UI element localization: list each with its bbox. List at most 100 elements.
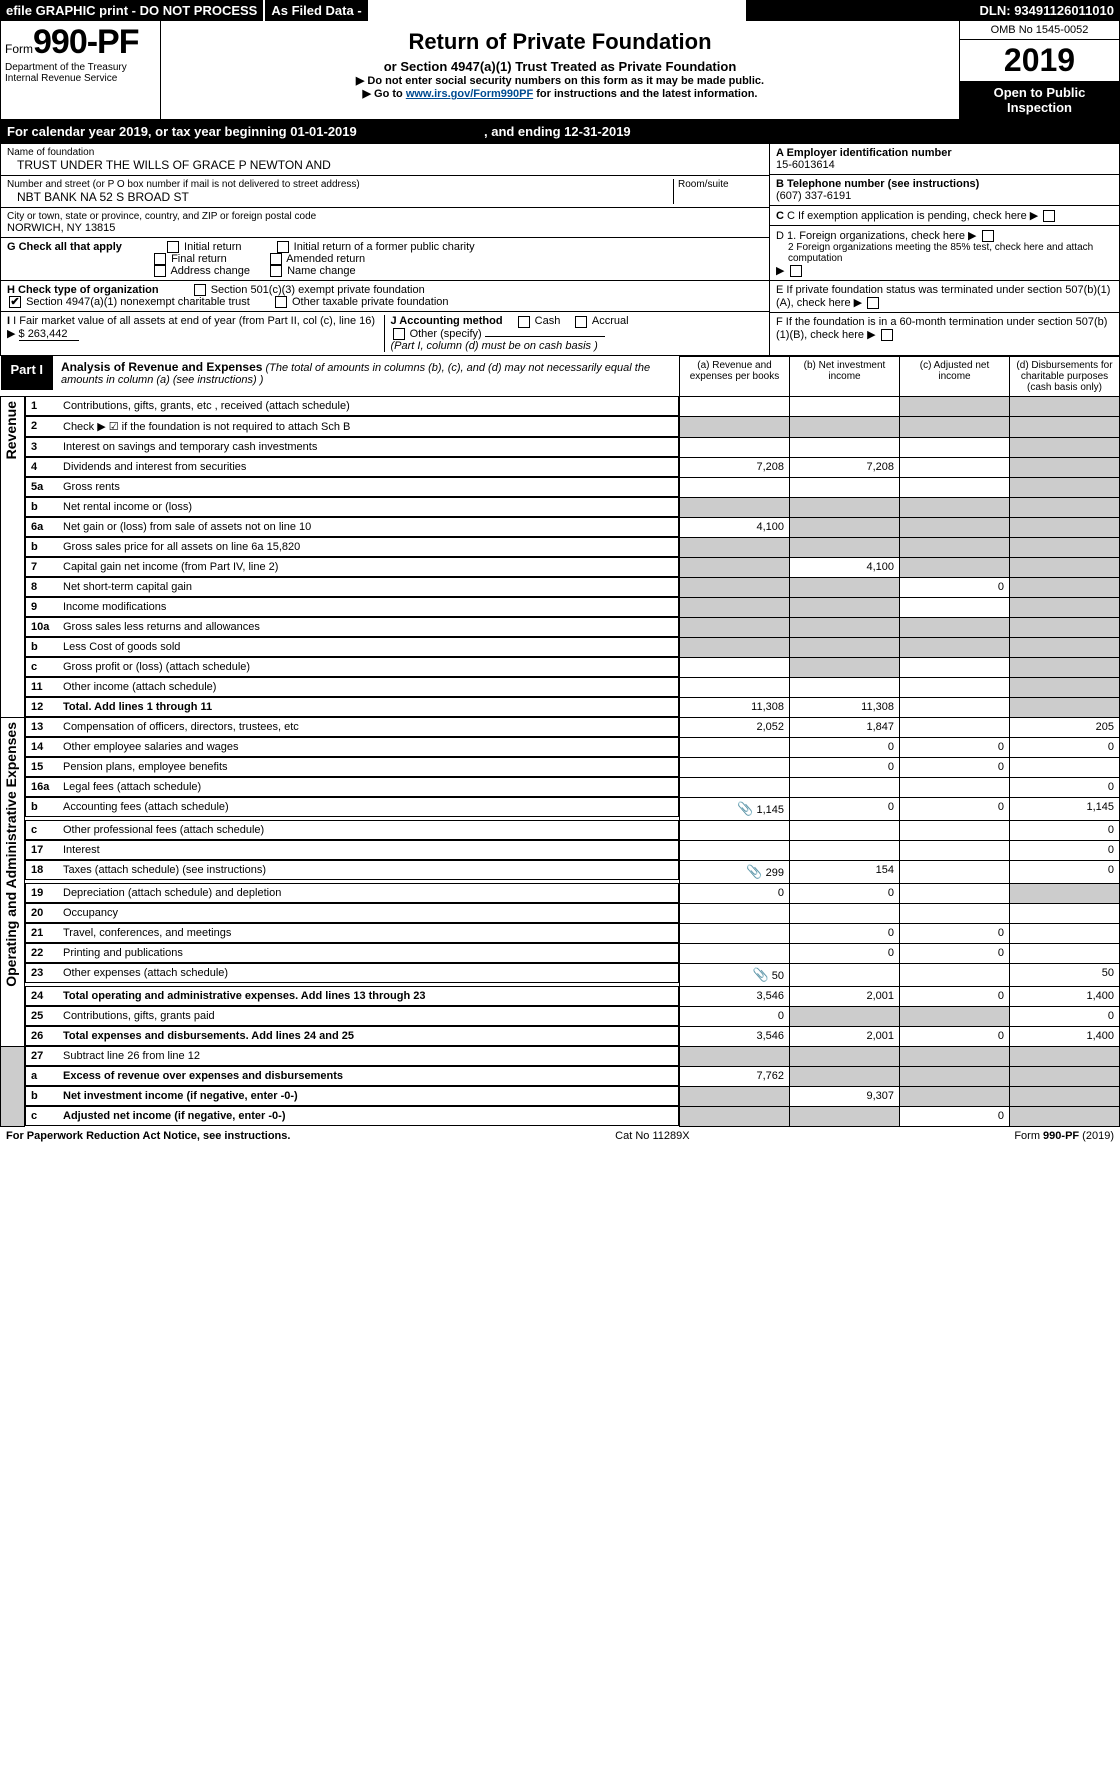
attachment-icon[interactable]: 📎 (746, 864, 762, 879)
line-number: 18 (26, 861, 58, 879)
value-cell (790, 537, 900, 557)
checkbox-accrual[interactable] (575, 316, 587, 328)
foundation-name: TRUST UNDER THE WILLS OF GRACE P NEWTON … (7, 158, 763, 172)
line-desc: Compensation of officers, directors, tru… (58, 718, 678, 736)
value-cell (900, 717, 1010, 737)
line-desc: Other employee salaries and wages (58, 738, 678, 756)
value-cell: 0 (790, 797, 900, 820)
g-opt-3: Amended return (286, 253, 365, 265)
b-label: B Telephone number (see instructions) (776, 178, 979, 190)
footer-right: Form 990-PF (2019) (1014, 1130, 1114, 1142)
footer-mid: Cat No 11289X (615, 1130, 689, 1142)
value-cell (1010, 457, 1120, 477)
value-cell (790, 517, 900, 537)
checkbox-final[interactable] (154, 253, 166, 265)
irs-link[interactable]: www.irs.gov/Form990PF (406, 88, 533, 100)
line-number: 7 (26, 558, 58, 576)
section-e: E If private foundation status was termi… (770, 281, 1119, 313)
checkbox-initial-former[interactable] (277, 241, 289, 253)
value-cell: 0 (900, 1026, 1010, 1046)
city-label: City or town, state or province, country… (7, 211, 763, 222)
j-label: J Accounting method (391, 315, 503, 327)
checkbox-cash[interactable] (518, 316, 530, 328)
checkbox-initial[interactable] (167, 241, 179, 253)
value-cell (1010, 943, 1120, 963)
j-accrual: Accrual (592, 315, 629, 327)
value-cell (680, 1086, 790, 1106)
table-row: 21Travel, conferences, and meetings00 (1, 923, 1120, 943)
line-number: 21 (26, 924, 58, 942)
value-cell (900, 597, 1010, 617)
table-row: 8Net short-term capital gain0 (1, 577, 1120, 597)
section-b: B Telephone number (see instructions) (6… (770, 175, 1119, 206)
value-cell (790, 637, 900, 657)
line-cell: 14Other employee salaries and wages (25, 737, 679, 757)
line-number: 2 (26, 417, 58, 436)
line-cell: 17Interest (25, 840, 679, 860)
checkbox-4947[interactable]: ✔ (9, 296, 21, 308)
line-desc: Interest on savings and temporary cash i… (58, 438, 678, 456)
line-cell: 6aNet gain or (loss) from sale of assets… (25, 517, 679, 537)
value-cell (680, 923, 790, 943)
value-cell: 0 (900, 923, 1010, 943)
checkbox-other-tax[interactable] (275, 296, 287, 308)
open-to-public: Open to Public Inspection (960, 81, 1119, 119)
checkbox-e[interactable] (867, 297, 879, 309)
line-number: 14 (26, 738, 58, 756)
value-cell (900, 537, 1010, 557)
line-cell: 11Other income (attach schedule) (25, 677, 679, 697)
value-cell: 0 (1010, 1006, 1120, 1026)
table-row: 14Other employee salaries and wages000 (1, 737, 1120, 757)
line-desc: Check ▶ ☑ if the foundation is not requi… (58, 417, 678, 436)
table-row: cAdjusted net income (if negative, enter… (1, 1106, 1120, 1126)
form-title: Return of Private Foundation (165, 29, 955, 55)
col-b-header: (b) Net investment income (790, 356, 900, 396)
line-desc: Legal fees (attach schedule) (58, 778, 678, 796)
value-cell (680, 557, 790, 577)
value-cell (1010, 537, 1120, 557)
attachment-icon[interactable]: 📎 (753, 967, 769, 982)
value-cell: 3,546 (680, 986, 790, 1006)
value-cell (1010, 883, 1120, 903)
checkbox-501c3[interactable] (194, 284, 206, 296)
line-number: c (26, 1107, 58, 1125)
value-cell (790, 577, 900, 597)
line-cell: cGross profit or (loss) (attach schedule… (25, 657, 679, 677)
checkbox-j-other[interactable] (393, 328, 405, 340)
checkbox-name-change[interactable] (270, 265, 282, 277)
line-cell: 23Other expenses (attach schedule) (25, 963, 679, 983)
form-subtitle: or Section 4947(a)(1) Trust Treated as P… (165, 59, 955, 74)
checkbox-c[interactable] (1043, 210, 1055, 222)
value-cell (680, 757, 790, 777)
form-number: 990-PF (33, 23, 139, 62)
checkbox-d2[interactable] (790, 265, 802, 277)
checkbox-amended[interactable] (270, 253, 282, 265)
line-cell: 15Pension plans, employee benefits (25, 757, 679, 777)
line-number: 17 (26, 841, 58, 859)
checkbox-f[interactable] (881, 329, 893, 341)
checkbox-d1[interactable] (982, 230, 994, 242)
dept-treasury: Department of the Treasury (5, 62, 156, 73)
part1-title: Analysis of Revenue and Expenses (61, 360, 262, 374)
omb-number: OMB No 1545-0052 (960, 21, 1119, 40)
value-cell (1010, 477, 1120, 497)
checkbox-address[interactable] (154, 265, 166, 277)
line-cell: 12Total. Add lines 1 through 11 (25, 697, 679, 717)
line-cell: 25Contributions, gifts, grants paid (25, 1006, 679, 1026)
line-cell: 27Subtract line 26 from line 12 (25, 1046, 679, 1066)
part1-desc: Analysis of Revenue and Expenses (The to… (53, 356, 679, 390)
header-left: Form 990-PF Department of the Treasury I… (1, 21, 161, 119)
value-cell (1010, 923, 1120, 943)
instr-2: ▶ Go to www.irs.gov/Form990PF for instru… (165, 87, 955, 100)
line-number: 24 (26, 987, 58, 1005)
header-right: OMB No 1545-0052 2019 Open to Public Ins… (959, 21, 1119, 119)
value-cell (900, 1066, 1010, 1086)
info-grid: Name of foundation TRUST UNDER THE WILLS… (0, 144, 1120, 356)
value-cell (900, 637, 1010, 657)
line-desc: Capital gain net income (from Part IV, l… (58, 558, 678, 576)
d1-label: D 1. Foreign organizations, check here (776, 230, 965, 242)
value-cell (900, 883, 1010, 903)
value-cell (680, 1046, 790, 1066)
top-spacer (370, 0, 746, 21)
attachment-icon[interactable]: 📎 (737, 801, 753, 816)
